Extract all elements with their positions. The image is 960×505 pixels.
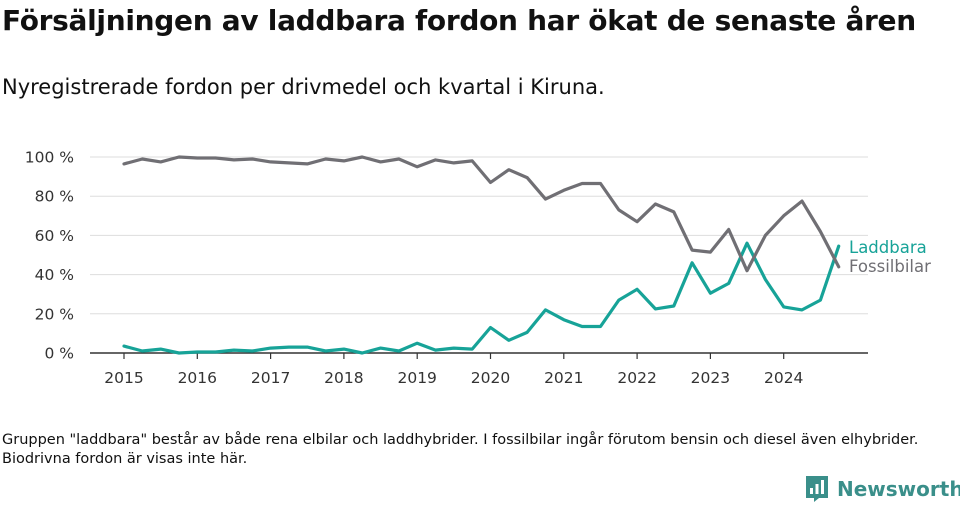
logo-text: Newsworthy [837, 477, 960, 501]
series-label-laddbara: Laddbara [849, 238, 927, 257]
newsworthy-logo[interactable]: Newsworthy [805, 475, 960, 503]
x-tick-label: 2020 [471, 369, 510, 387]
chart-subtitle: Nyregistrerade fordon per drivmedel och … [2, 75, 605, 99]
chart-title: Försäljningen av laddbara fordon har öka… [2, 4, 916, 37]
x-tick-label: 2016 [178, 369, 217, 387]
series-line-laddbara [122, 241, 841, 355]
y-tick-label: 40 % [35, 266, 74, 284]
y-tick-label: 60 % [35, 227, 74, 245]
y-tick-label: 80 % [35, 188, 74, 206]
x-tick-label: 2018 [324, 369, 363, 387]
x-tick-label: 2022 [617, 369, 656, 387]
y-tick-label: 20 % [35, 305, 74, 323]
footnote: Gruppen "laddbara" består av både rena e… [2, 432, 919, 467]
newsworthy-logo-icon [806, 476, 828, 502]
x-tick-label: 2015 [104, 369, 143, 387]
x-tick-label: 2019 [397, 369, 436, 387]
x-tick-label: 2024 [764, 369, 803, 387]
x-tick-label: 2023 [691, 369, 730, 387]
y-tick-label: 100 % [25, 149, 74, 167]
x-tick-label: 2017 [251, 369, 290, 387]
x-tick-label: 2021 [544, 369, 583, 387]
y-tick-label: 0 % [44, 345, 74, 363]
series-line-fossilbilar [122, 155, 841, 273]
series-label-fossilbilar: Fossilbilar [849, 257, 931, 276]
line-chart: 0 % 20 % 40 % 60 % 80 % 100 % 2015 2016 2017 2018… [25, 149, 931, 388]
